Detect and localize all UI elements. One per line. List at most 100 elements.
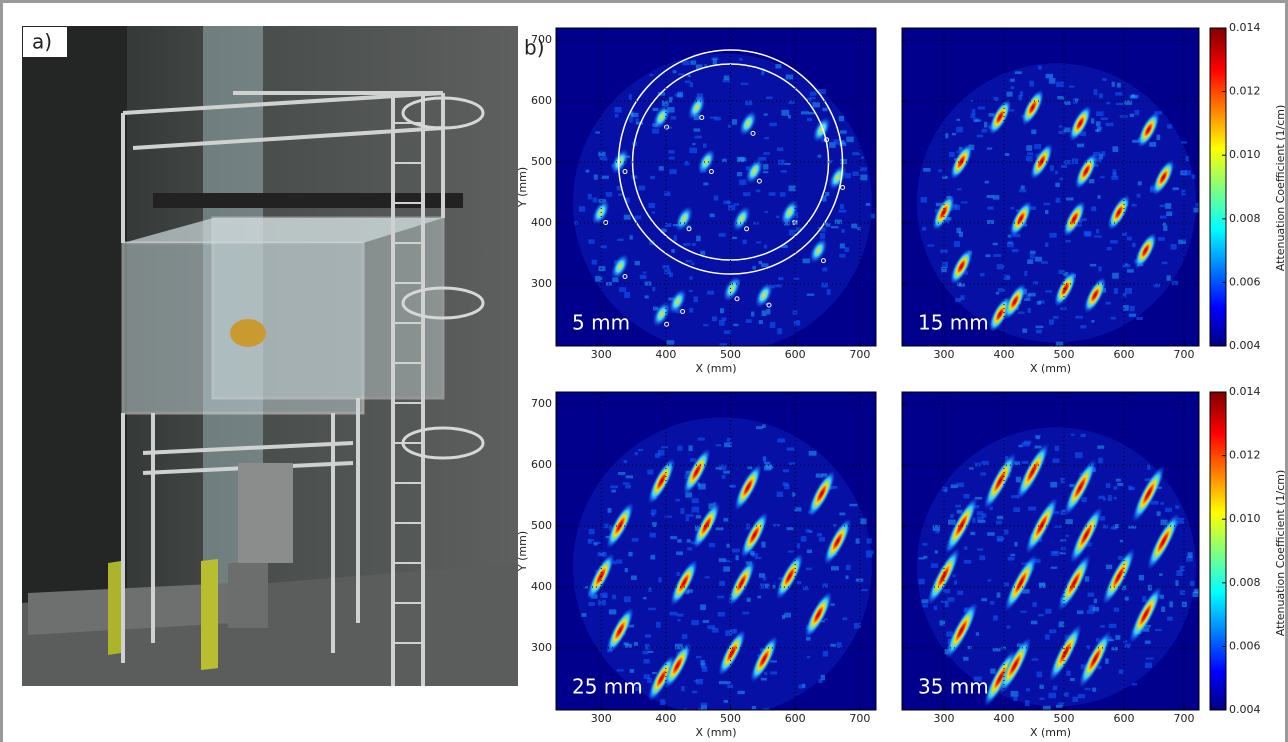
speckle [666, 340, 675, 345]
speckle [1029, 80, 1034, 87]
speckle [1137, 181, 1142, 186]
speckle [1027, 307, 1031, 314]
speckle [1025, 700, 1030, 707]
speckle [723, 518, 729, 522]
speckle [660, 228, 667, 233]
speckle [1107, 495, 1112, 502]
speckle [588, 528, 595, 535]
speckle [670, 536, 678, 540]
speckle [1023, 298, 1031, 301]
speckle [668, 272, 673, 278]
speckle [1063, 271, 1069, 277]
speckle [652, 306, 659, 311]
speckle [1096, 638, 1100, 643]
speckle [1058, 130, 1066, 134]
speckle [781, 614, 786, 620]
speckle [1115, 102, 1124, 106]
x-tick-label: 500 [720, 712, 741, 725]
speckle [650, 509, 657, 515]
speckle [1124, 287, 1133, 294]
speckle [989, 506, 993, 511]
speckle [1102, 78, 1107, 81]
speckle [1149, 142, 1157, 147]
speckle [930, 563, 939, 568]
speckle [1132, 139, 1140, 143]
speckle [1045, 209, 1049, 215]
colorbar-tick-label: 0.012 [1229, 449, 1261, 462]
speckle [768, 192, 776, 196]
speckle [1063, 692, 1069, 697]
speckle [1175, 505, 1180, 509]
speckle [737, 690, 745, 695]
streak [1078, 630, 1112, 688]
streak [738, 110, 758, 137]
speckle [1123, 305, 1129, 311]
streak [652, 104, 671, 130]
depth-label: 15 mm [918, 311, 989, 335]
speckle [681, 634, 688, 639]
speckle [625, 197, 630, 204]
speckle [1103, 498, 1107, 501]
speckle [695, 515, 702, 519]
speckle [825, 223, 831, 227]
speckle [956, 482, 965, 488]
colorbar-tick-label: 0.014 [1229, 385, 1261, 398]
speckle [952, 574, 956, 577]
speckle [1020, 610, 1027, 613]
streak [1003, 283, 1027, 320]
speckle [818, 88, 827, 95]
speckle [761, 263, 769, 267]
speckle [639, 274, 647, 279]
speckle [747, 466, 753, 470]
speckle [598, 151, 606, 157]
speckle [1185, 155, 1189, 162]
speckle [764, 583, 770, 589]
colorbar-tick-label: 0.008 [1229, 212, 1261, 225]
speckle [1087, 592, 1095, 597]
speckle [612, 594, 617, 600]
speckle [693, 128, 701, 132]
speckle [1023, 440, 1032, 445]
speckle [922, 604, 928, 608]
speckle [859, 167, 867, 172]
marker [699, 115, 705, 120]
speckle [1039, 684, 1044, 689]
speckle [1144, 624, 1151, 628]
speckle [938, 169, 942, 173]
speckle [1106, 247, 1112, 251]
speckle [743, 192, 751, 197]
streak [674, 206, 694, 232]
speckle [732, 236, 738, 240]
speckle [1060, 539, 1067, 542]
speckle [642, 650, 649, 655]
speckle [1134, 109, 1140, 116]
speckle [635, 118, 639, 125]
speckle [1046, 74, 1052, 78]
speckle [1119, 539, 1124, 543]
speckle [745, 319, 752, 323]
speckle [1123, 640, 1128, 643]
speckle [1006, 91, 1013, 97]
speckle [643, 659, 650, 664]
speckle [1034, 445, 1042, 449]
y-tick-label: 400 [531, 216, 552, 229]
y-tick-label: 500 [531, 519, 552, 532]
speckle [782, 482, 789, 486]
speckle [971, 109, 976, 115]
speckle [805, 529, 810, 533]
speckle [778, 159, 785, 165]
speckle [614, 113, 619, 118]
speckle [614, 107, 622, 113]
streak [1129, 586, 1162, 644]
speckle [644, 295, 649, 299]
speckle [1017, 311, 1025, 314]
speckle [762, 164, 769, 170]
speckle [1105, 483, 1111, 488]
speckle [730, 628, 736, 634]
speckle [1100, 625, 1105, 628]
speckle [603, 523, 609, 529]
colorbar-tick-label: 0.006 [1229, 275, 1261, 288]
speckle [660, 699, 666, 706]
speckle [578, 206, 586, 212]
speckle [684, 80, 691, 83]
